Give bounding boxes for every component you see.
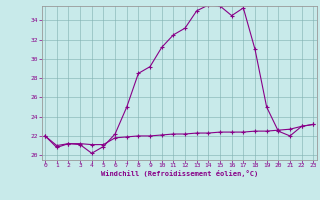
X-axis label: Windchill (Refroidissement éolien,°C): Windchill (Refroidissement éolien,°C) xyxy=(100,170,258,177)
